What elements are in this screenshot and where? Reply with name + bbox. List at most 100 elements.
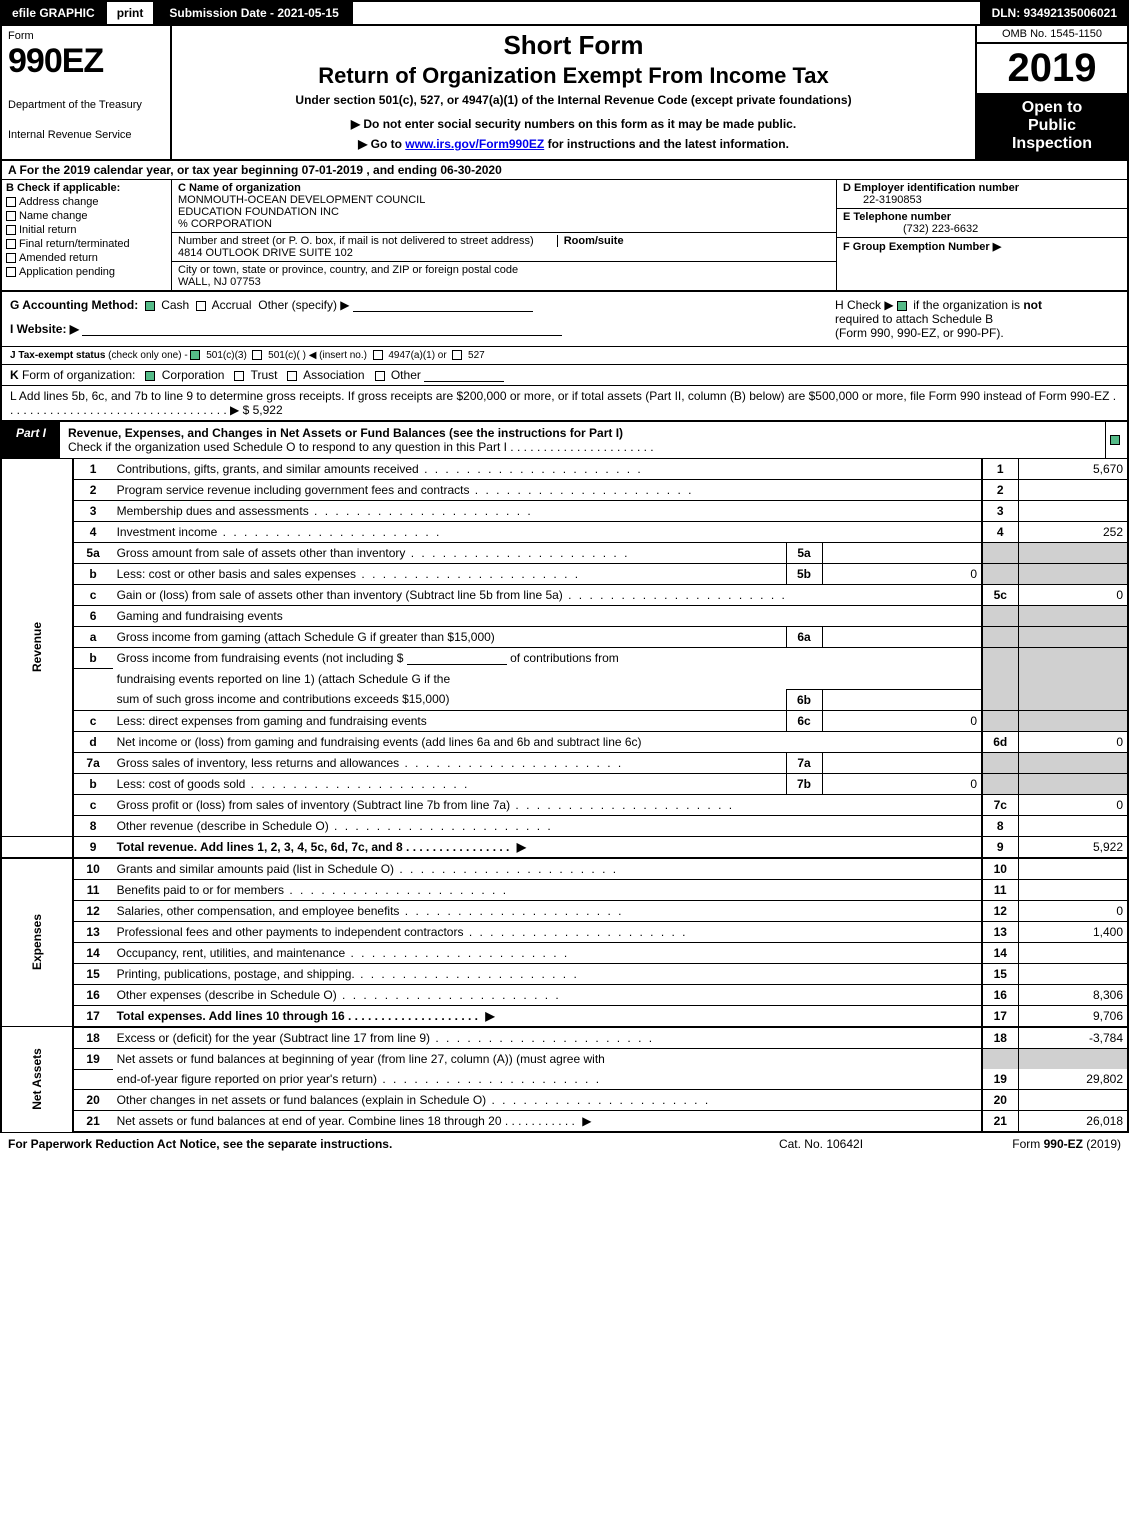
other-input[interactable]: [353, 298, 533, 312]
col-b-header: B Check if applicable:: [6, 182, 167, 194]
j-501c3-checkbox[interactable]: [190, 350, 200, 360]
j-small: (check only one) -: [105, 350, 190, 361]
col-c-org-info: C Name of organization MONMOUTH-OCEAN DE…: [172, 180, 837, 290]
info-block: B Check if applicable: Address change Na…: [0, 180, 1129, 292]
city-block: City or town, state or province, country…: [172, 262, 836, 290]
j-527-checkbox[interactable]: [452, 350, 462, 360]
line-6a: aGross income from gaming (attach Schedu…: [1, 627, 1128, 648]
do-not-enter-text: ▶ Do not enter social security numbers o…: [180, 117, 967, 131]
h-line3: (Form 990, 990-EZ, or 990-PF).: [835, 326, 1004, 340]
goto-text: ▶ Go to www.irs.gov/Form990EZ for instru…: [180, 137, 967, 151]
k-corp-checkbox[interactable]: [145, 371, 155, 381]
line-6: 6Gaming and fundraising events: [1, 606, 1128, 627]
top-bar: efile GRAPHIC print Submission Date - 20…: [0, 0, 1129, 26]
line-21: 21 Net assets or fund balances at end of…: [1, 1111, 1128, 1133]
col-defg: D Employer identification number 22-3190…: [837, 180, 1127, 290]
opt-amended-return[interactable]: Amended return: [6, 252, 167, 264]
line-7a: 7aGross sales of inventory, less returns…: [1, 752, 1128, 773]
line-6b-3: sum of such gross income and contributio…: [1, 689, 1128, 710]
e-label: E Telephone number: [843, 211, 951, 223]
h-mid: if the organization is: [913, 298, 1023, 312]
j-4947-checkbox[interactable]: [373, 350, 383, 360]
k-other-input[interactable]: [424, 368, 504, 382]
row-l: L Add lines 5b, 6c, and 7b to line 9 to …: [0, 386, 1129, 422]
print-button[interactable]: print: [107, 2, 156, 24]
open-line2: Public: [979, 117, 1125, 135]
expenses-side-label: Expenses: [1, 858, 73, 1027]
part-i-title: Revenue, Expenses, and Changes in Net As…: [60, 422, 1105, 458]
cash-checkbox[interactable]: [145, 301, 155, 311]
page-footer: For Paperwork Reduction Act Notice, see …: [0, 1133, 1129, 1151]
part-i-tag: Part I: [2, 422, 60, 458]
k-trust-checkbox[interactable]: [234, 371, 244, 381]
line-10: Expenses 10Grants and similar amounts pa…: [1, 858, 1128, 880]
l-text: L Add lines 5b, 6c, and 7b to line 9 to …: [10, 389, 1116, 417]
opt-initial-return[interactable]: Initial return: [6, 224, 167, 236]
efile-graphic-button[interactable]: efile GRAPHIC: [2, 2, 107, 24]
part-i-schedule-o-checkbox[interactable]: [1105, 422, 1127, 458]
row-g-h: G Accounting Method: Cash Accrual Other …: [0, 292, 1129, 347]
opt-name-change[interactable]: Name change: [6, 210, 167, 222]
row-a-tax-year: A For the 2019 calendar year, or tax yea…: [0, 161, 1129, 180]
omb-number: OMB No. 1545-1150: [977, 26, 1127, 44]
j-o1: 501(c)(3): [206, 350, 247, 361]
website-input[interactable]: [82, 322, 562, 336]
line-6b-2: fundraising events reported on line 1) (…: [1, 669, 1128, 690]
k-assoc-checkbox[interactable]: [287, 371, 297, 381]
header-right: OMB No. 1545-1150 2019 Open to Public In…: [977, 26, 1127, 159]
city-label: City or town, state or province, country…: [178, 264, 518, 276]
line-6c: cLess: direct expenses from gaming and f…: [1, 710, 1128, 731]
street-block: Number and street (or P. O. box, if mail…: [172, 233, 836, 262]
line-19a: 19Net assets or fund balances at beginni…: [1, 1048, 1128, 1069]
accrual-checkbox[interactable]: [196, 301, 206, 311]
phone-value: (732) 223-6632: [843, 223, 978, 235]
topbar-spacer: [353, 2, 980, 24]
j-label: J Tax-exempt status: [10, 350, 105, 361]
line-1-value: 5,670: [1018, 459, 1128, 480]
j-o4: 527: [468, 350, 485, 361]
line-6b-1: b Gross income from fundraising events (…: [1, 648, 1128, 669]
tax-year: 2019: [977, 44, 1127, 93]
line-11: 11Benefits paid to or for members11: [1, 879, 1128, 900]
line-18: Net Assets 18Excess or (deficit) for the…: [1, 1027, 1128, 1049]
line-16: 16Other expenses (describe in Schedule O…: [1, 984, 1128, 1005]
h-checkbox[interactable]: [897, 301, 907, 311]
line-8: 8Other revenue (describe in Schedule O) …: [1, 815, 1128, 836]
line-9: 9 Total revenue. Add lines 1, 2, 3, 4, 5…: [1, 836, 1128, 858]
fundraising-amount-input[interactable]: [407, 651, 507, 665]
line-4: 4Investment income 4252: [1, 522, 1128, 543]
line-5b: bLess: cost or other basis and sales exp…: [1, 564, 1128, 585]
h-line2: required to attach Schedule B: [835, 312, 993, 326]
form-number: 990EZ: [8, 42, 164, 81]
i-label: I Website: ▶: [10, 322, 79, 336]
f-label: F Group Exemption Number ▶: [843, 241, 1001, 253]
irs-link[interactable]: www.irs.gov/Form990EZ: [405, 137, 544, 151]
org-name-1: MONMOUTH-OCEAN DEVELOPMENT COUNCIL: [178, 194, 425, 206]
street-label: Number and street (or P. O. box, if mail…: [178, 235, 534, 247]
other-label: Other (specify) ▶: [258, 298, 349, 312]
form-header: Form 990EZ Department of the Treasury In…: [0, 26, 1129, 161]
opt-application-pending[interactable]: Application pending: [6, 266, 167, 278]
city-value: WALL, NJ 07753: [178, 276, 261, 288]
line-13: 13Professional fees and other payments t…: [1, 921, 1128, 942]
line-3: 3Membership dues and assessments 3: [1, 501, 1128, 522]
dln-badge: DLN: 93492135006021: [980, 2, 1127, 24]
arrow-icon: [578, 1114, 595, 1128]
open-line3: Inspection: [979, 135, 1125, 153]
line-15: 15Printing, publications, postage, and s…: [1, 963, 1128, 984]
line-5a: 5aGross amount from sale of assets other…: [1, 543, 1128, 564]
line-19b: end-of-year figure reported on prior yea…: [1, 1069, 1128, 1090]
line-7b: bLess: cost of goods sold 7b0: [1, 773, 1128, 794]
k-other-checkbox[interactable]: [375, 371, 385, 381]
j-501c-checkbox[interactable]: [252, 350, 262, 360]
street-value: 4814 OUTLOOK DRIVE SUITE 102: [178, 247, 353, 259]
row-k: K Form of organization: Corporation Trus…: [0, 365, 1129, 386]
row-h-right: H Check ▶ if the organization is not req…: [827, 292, 1127, 346]
line-7c: cGross profit or (loss) from sales of in…: [1, 794, 1128, 815]
opt-final-return[interactable]: Final return/terminated: [6, 238, 167, 250]
line-6d: dNet income or (loss) from gaming and fu…: [1, 731, 1128, 752]
line-1: Revenue 1 Contributions, gifts, grants, …: [1, 459, 1128, 480]
footer-cat-no: Cat. No. 10642I: [721, 1137, 921, 1151]
line-20: 20Other changes in net assets or fund ba…: [1, 1090, 1128, 1111]
opt-address-change[interactable]: Address change: [6, 196, 167, 208]
